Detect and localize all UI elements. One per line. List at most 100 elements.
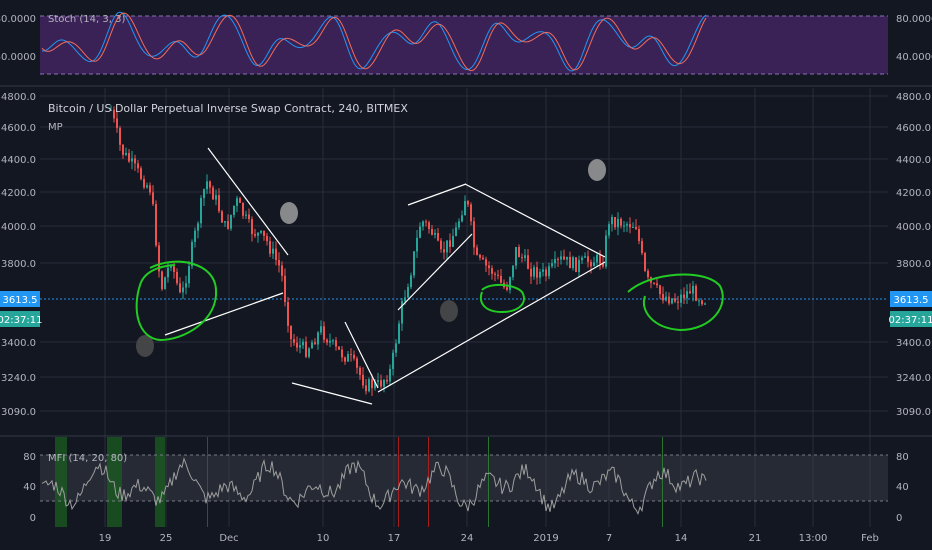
candle-body: [491, 268, 493, 274]
candle-body: [398, 323, 400, 344]
candle-body: [620, 218, 622, 226]
candle-body: [119, 128, 121, 145]
mfi-band: [40, 455, 888, 501]
trendline-wedge-upper[interactable]: [464, 183, 606, 258]
candle-body: [122, 144, 124, 155]
stoch-k-line: [41, 11, 707, 72]
candle-body: [254, 234, 256, 236]
mfi-overbought-bar: [428, 437, 429, 527]
candle-body: [458, 221, 460, 228]
price-tick: 3240.0: [896, 373, 931, 384]
candle-body: [551, 263, 553, 267]
candle-body: [245, 214, 247, 216]
green-ellipse-annotation[interactable]: [480, 284, 525, 314]
stoch-pane[interactable]: Stoch (14, 3, 3) 80.0000 40.0000 80.0000…: [0, 11, 932, 75]
price-tick: 4800.0: [1, 92, 36, 103]
price-tick: 4400.0: [896, 155, 931, 166]
candle-body: [587, 256, 589, 262]
candle-body: [209, 181, 211, 188]
price-axis-right: 4800.0 4600.0 4400.0 4200.0 4000.0 3800.…: [896, 92, 931, 418]
candle-body: [536, 267, 538, 278]
candle-body: [326, 339, 328, 343]
green-ellipse-annotation[interactable]: [627, 273, 724, 332]
mfi-tick: 0: [30, 513, 36, 524]
trendline-drawings[interactable]: [164, 147, 606, 405]
trendline-channel[interactable]: [397, 233, 473, 311]
trendline-wedge-lower[interactable]: [377, 261, 606, 393]
time-tick: 13:00: [799, 533, 828, 544]
candle-body: [566, 256, 568, 260]
candle-body: [701, 300, 703, 305]
candle-body: [416, 237, 418, 252]
candle-body: [233, 205, 235, 215]
price-tick: 4800.0: [896, 92, 931, 103]
green-annotations[interactable]: [135, 260, 724, 342]
trendline-resistance-2[interactable]: [344, 321, 379, 389]
candle-body: [524, 255, 526, 258]
mfi-tick: 40: [896, 482, 909, 493]
candle-body: [473, 221, 475, 248]
trendline-support-1[interactable]: [164, 292, 284, 336]
candle-body: [311, 342, 313, 349]
time-tick: 25: [160, 533, 173, 544]
candle-body: [659, 285, 661, 295]
candle-body: [677, 301, 679, 303]
price-badge-right: [890, 291, 932, 307]
candle-body: [581, 257, 583, 261]
candle-body: [368, 379, 370, 392]
candle-body: [371, 379, 373, 389]
current-price-right: 3613.5: [894, 295, 929, 306]
stoch-label: Stoch (14, 3, 3): [48, 14, 125, 25]
candle-body: [212, 187, 214, 200]
candlestick-series: [110, 105, 706, 396]
candle-body: [317, 332, 319, 345]
mfi-oversold-bar: [55, 437, 67, 527]
trendline-resistance-1[interactable]: [207, 147, 289, 256]
candle-body: [128, 152, 130, 162]
price-pane[interactable]: Bitcoin / US Dollar Perpetual Inverse Sw…: [0, 88, 932, 527]
mfi-overbought-bar: [207, 437, 208, 527]
candle-body: [167, 267, 169, 278]
candle-body: [455, 227, 457, 236]
candle-body: [263, 230, 265, 236]
candle-body: [512, 265, 514, 278]
candle-body: [683, 294, 685, 299]
candle-body: [272, 248, 274, 254]
candle-body: [239, 198, 241, 203]
trendline-support-2[interactable]: [291, 382, 373, 405]
candle-body: [200, 198, 202, 224]
price-tick: 4000.0: [896, 222, 931, 233]
candle-body: [602, 263, 604, 267]
gray-dot-marker[interactable]: [280, 202, 298, 224]
price-axis-left: 4800.0 4600.0 4400.0 4200.0 4000.0 3800.…: [1, 92, 36, 418]
candle-body: [530, 268, 532, 277]
candle-body: [632, 227, 634, 229]
mfi-pane[interactable]: MFI (14, 20, 80) 80 40 0 80 40 0: [23, 437, 909, 527]
trendline-top[interactable]: [407, 183, 467, 206]
gray-dot-marker[interactable]: [588, 159, 606, 181]
candle-body: [443, 249, 445, 253]
gray-dot-marker[interactable]: [440, 300, 458, 322]
candle-body: [656, 283, 658, 286]
candle-body: [554, 259, 556, 264]
candle-body: [557, 259, 559, 261]
gray-dot-marker[interactable]: [136, 335, 154, 357]
stoch-lines: [41, 11, 707, 72]
time-axis[interactable]: 19 25 Dec 10 17 24 2019 7 14 21 13:00 Fe…: [99, 533, 879, 544]
candle-body: [134, 158, 136, 164]
candle-body: [347, 354, 349, 362]
candle-body: [704, 303, 706, 305]
green-ellipse-annotation[interactable]: [135, 260, 218, 342]
mfi-tick: 80: [23, 452, 36, 463]
candle-body: [308, 348, 310, 357]
candle-body: [155, 204, 157, 246]
candle-body: [125, 152, 127, 155]
price-tick: 3240.0: [1, 373, 36, 384]
candle-body: [335, 340, 337, 347]
candle-body: [338, 346, 340, 350]
candle-body: [644, 253, 646, 271]
candle-body: [401, 300, 403, 324]
stoch-tick-left-40: 40.0000: [0, 52, 36, 63]
mfi-highlight-bars: [55, 437, 663, 527]
